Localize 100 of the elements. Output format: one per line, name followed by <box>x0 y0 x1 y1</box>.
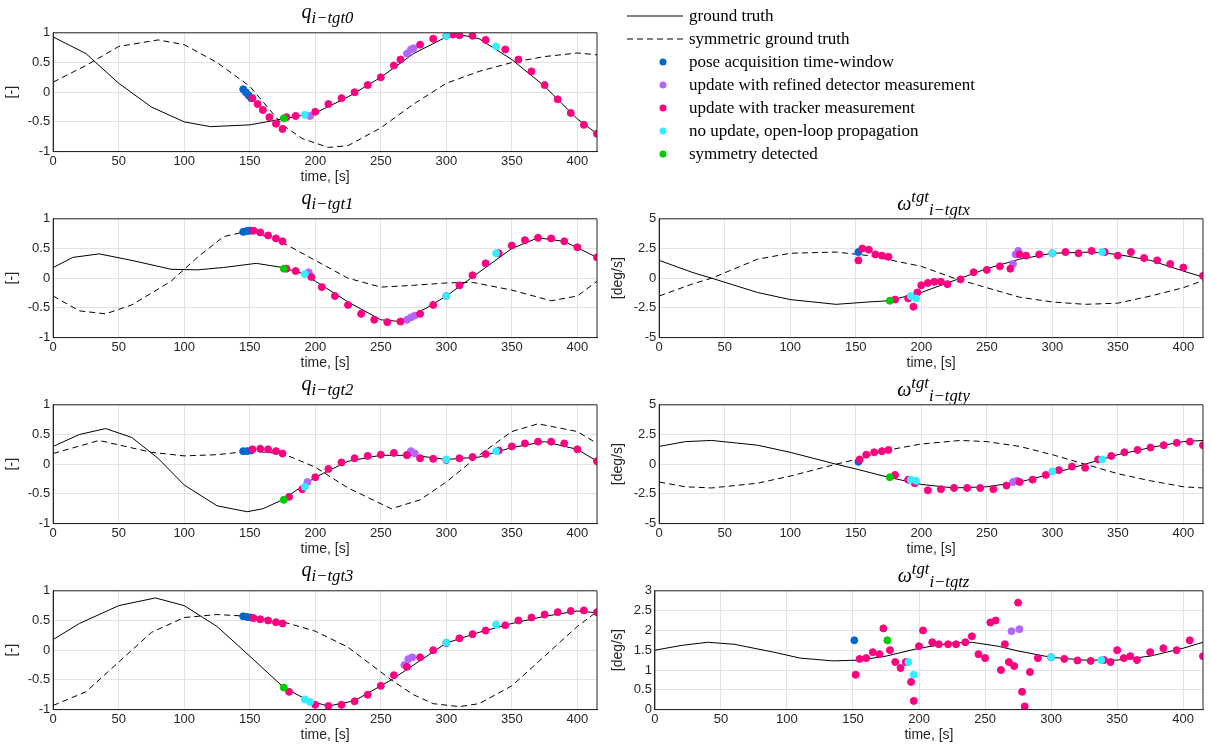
x-tick-label: 50 <box>111 710 126 726</box>
x-tick-label: 300 <box>1040 710 1062 726</box>
x-axis-title: time, [s] <box>300 726 350 743</box>
x-tick-label: 250 <box>369 338 392 354</box>
y-tick-label: 0 <box>648 455 657 471</box>
legend-label: pose acquisition time-window <box>689 51 894 72</box>
y-tick-label: -0.5 <box>27 671 51 687</box>
x-axis-title: time, [s] <box>906 354 956 371</box>
x-tick-label: 200 <box>908 710 930 726</box>
x-tick-label: 300 <box>435 524 458 540</box>
x-tick-label: 300 <box>1041 524 1064 540</box>
y-tick-label: 3 <box>644 582 652 598</box>
legend-label: no update, open-loop propagation <box>689 120 919 141</box>
x-tick-label: 400 <box>566 338 589 354</box>
x-tick-label: 300 <box>1041 338 1064 354</box>
x-tick-label: 400 <box>566 524 589 540</box>
x-tick-label: 150 <box>842 710 864 726</box>
x-tick-label: 150 <box>844 338 867 354</box>
y-tick-label: -0.5 <box>27 299 51 315</box>
x-tick-label: 50 <box>111 152 126 168</box>
x-tick-label: 200 <box>910 338 933 354</box>
y-tick-label: 0.5 <box>32 240 51 256</box>
x-tick-label: 250 <box>369 524 392 540</box>
y-axis-title: [deg/s] <box>609 629 626 672</box>
x-axis-title: time, [s] <box>300 354 350 371</box>
y-tick-label: 0 <box>648 269 657 285</box>
y-tick-label: -1 <box>38 701 51 717</box>
y-tick-label: 1 <box>42 396 51 412</box>
x-tick-label: 350 <box>500 524 523 540</box>
x-tick-label: 200 <box>304 524 327 540</box>
legend-label: ground truth <box>689 5 774 26</box>
y-tick-label: -0.5 <box>27 113 51 129</box>
legend-label: symmetry detected <box>689 143 818 164</box>
chart-title: q$_{i−tgt3}$ <box>300 558 355 585</box>
x-axis-title: time, [s] <box>906 540 956 557</box>
x-tick-label: 350 <box>500 338 523 354</box>
y-axis-title: [-] <box>3 271 20 285</box>
x-tick-label: 150 <box>238 524 261 540</box>
chart-title: q$_{i−tgt1}$ <box>300 186 355 213</box>
y-tick-label: 1 <box>42 582 51 598</box>
y-tick-label: 2.5 <box>638 240 657 256</box>
y-axis-title: [-] <box>3 643 20 657</box>
y-tick-label: 2 <box>644 621 652 637</box>
x-tick-label: 200 <box>910 524 933 540</box>
x-tick-label: 350 <box>1106 524 1129 540</box>
x-tick-label: 250 <box>369 710 392 726</box>
x-tick-label: 350 <box>500 152 523 168</box>
y-tick-label: -0.5 <box>27 485 51 501</box>
y-tick-label: 0.5 <box>32 426 51 442</box>
x-tick-label: 300 <box>435 710 458 726</box>
y-tick-label: 1 <box>42 24 51 40</box>
x-tick-label: 200 <box>304 710 327 726</box>
y-tick-label: -5 <box>644 515 657 531</box>
y-tick-label: 0 <box>42 83 51 99</box>
y-tick-label: 5 <box>648 396 657 412</box>
x-tick-label: 150 <box>844 524 867 540</box>
x-tick-label: 300 <box>435 338 458 354</box>
y-tick-label: 0.5 <box>32 612 51 628</box>
x-tick-label: 50 <box>717 524 732 540</box>
x-tick-label: 50 <box>713 710 729 726</box>
x-tick-label: 100 <box>779 524 802 540</box>
x-tick-label: 100 <box>173 152 196 168</box>
x-axis-title: time, [s] <box>904 726 954 743</box>
x-tick-label: 150 <box>238 710 261 726</box>
y-tick-label: 0 <box>42 269 51 285</box>
x-tick-label: 100 <box>173 338 196 354</box>
y-axis-title: [deg/s] <box>609 443 626 486</box>
x-tick-label: 200 <box>304 338 327 354</box>
x-tick-label: 400 <box>1172 524 1195 540</box>
x-tick-label: 100 <box>173 524 196 540</box>
y-tick-label: 1 <box>644 661 652 677</box>
x-tick-label: 350 <box>1106 710 1128 726</box>
x-axis-title: time, [s] <box>300 540 350 557</box>
y-tick-label: -1 <box>38 329 51 345</box>
x-tick-label: 150 <box>238 152 261 168</box>
x-tick-label: 100 <box>173 710 196 726</box>
y-tick-label: -1 <box>38 515 51 531</box>
y-tick-label: 0 <box>42 641 51 657</box>
y-tick-label: 2.5 <box>633 602 652 618</box>
x-tick-label: 250 <box>974 710 996 726</box>
chart-title: q$_{i−tgt0}$ <box>300 0 355 27</box>
y-tick-label: 0 <box>42 455 51 471</box>
y-axis-title: [-] <box>3 457 20 471</box>
y-tick-label: -1 <box>38 143 51 159</box>
y-axis-title: [deg/s] <box>609 257 626 300</box>
x-tick-label: 100 <box>779 338 802 354</box>
x-tick-label: 400 <box>566 710 589 726</box>
legend-label: update with refined detector measurement <box>689 74 976 95</box>
x-tick-label: 400 <box>1172 338 1195 354</box>
x-tick-label: 50 <box>717 338 732 354</box>
x-tick-label: 250 <box>369 152 392 168</box>
x-tick-label: 350 <box>500 710 523 726</box>
x-tick-label: 200 <box>304 152 327 168</box>
x-tick-label: 50 <box>111 338 126 354</box>
y-tick-label: 0.5 <box>633 681 652 697</box>
x-tick-label: 100 <box>776 710 798 726</box>
x-tick-label: 300 <box>435 152 458 168</box>
legend-label: update with tracker measurement <box>689 97 916 118</box>
x-tick-label: 50 <box>111 524 126 540</box>
y-axis-title: [-] <box>3 85 20 99</box>
